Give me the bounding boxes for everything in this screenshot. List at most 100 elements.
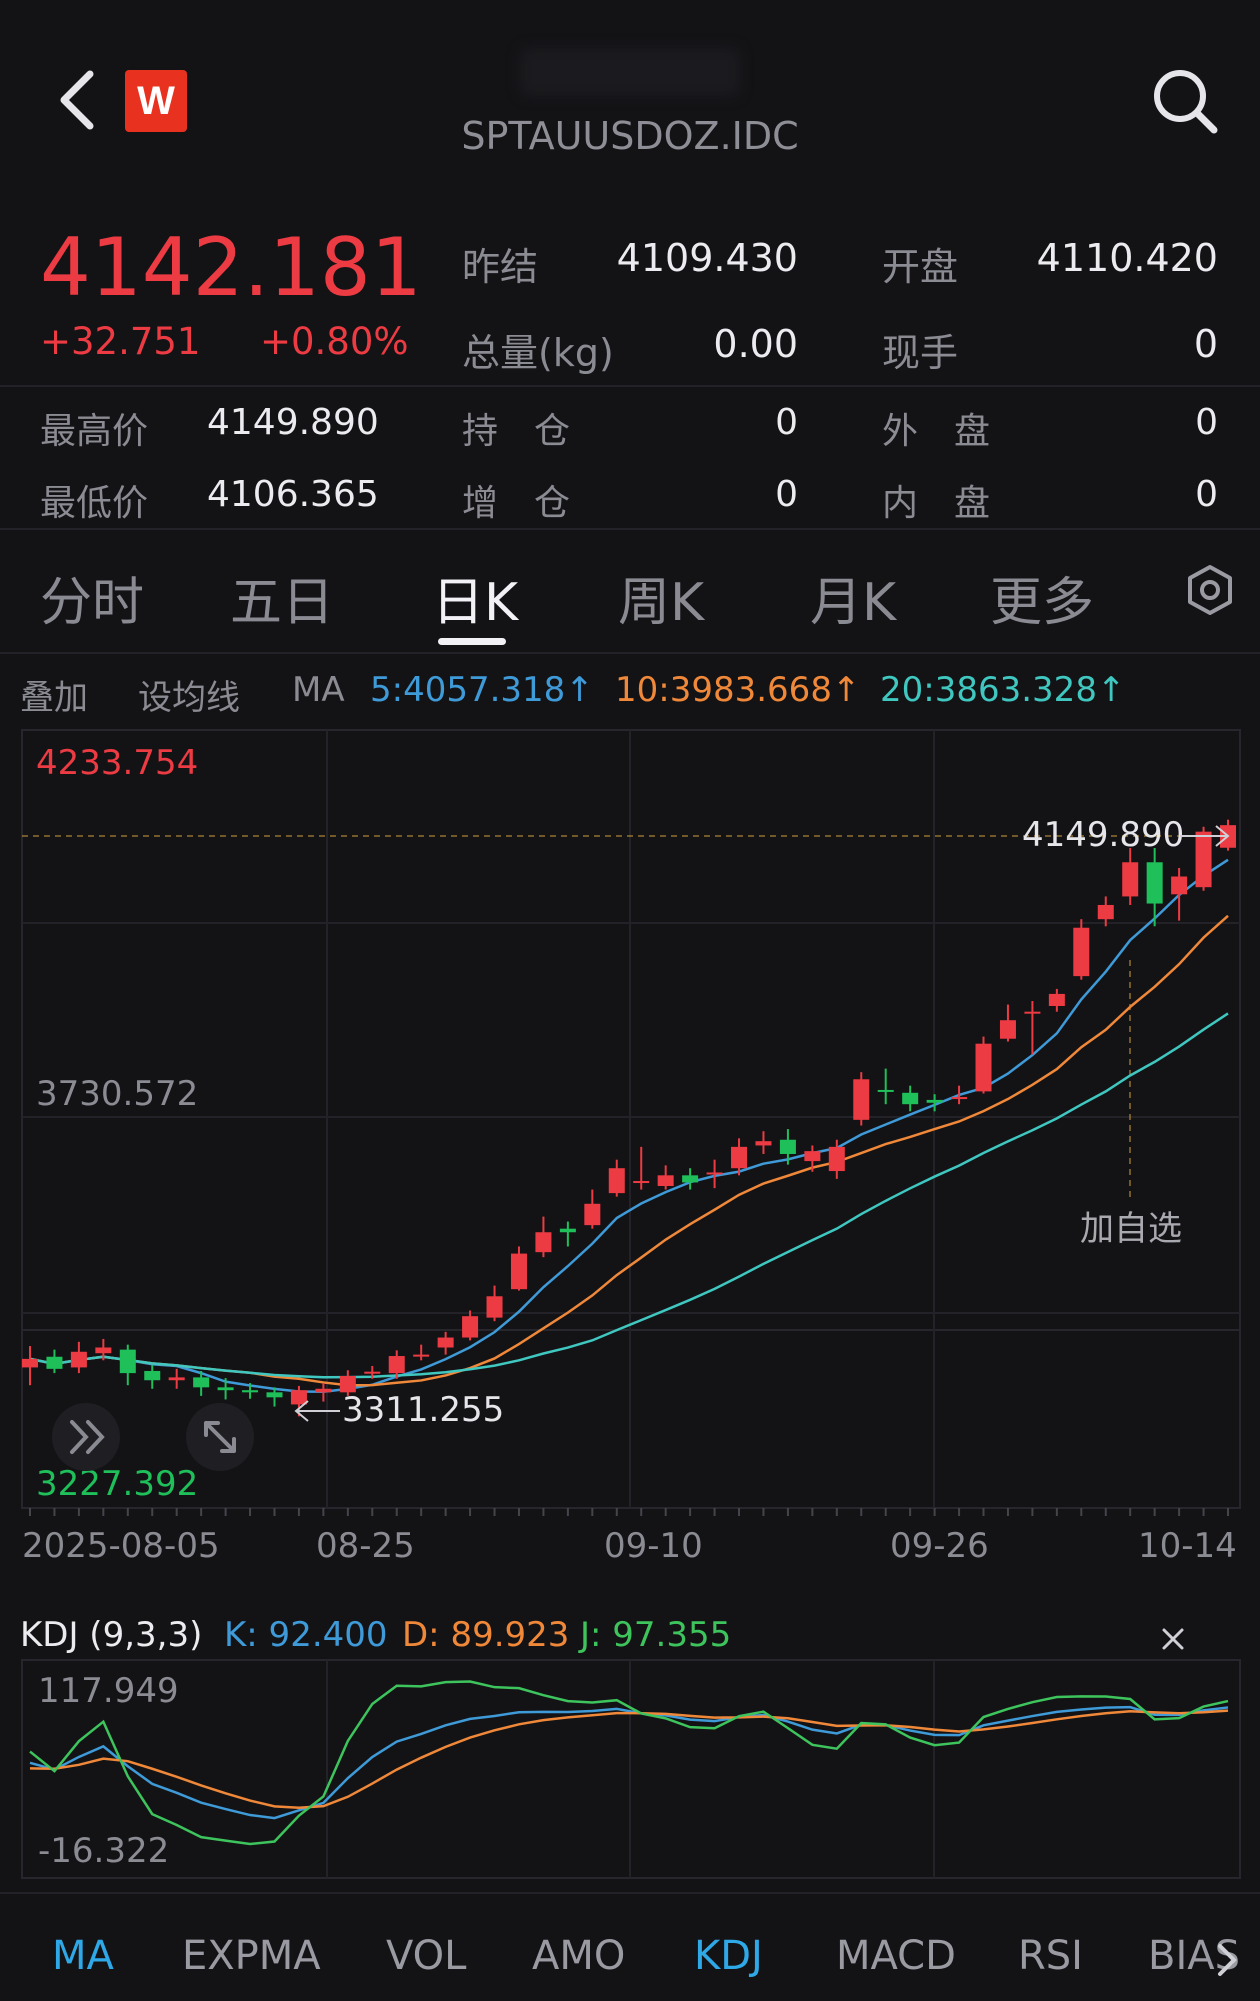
candle (95, 1338, 112, 1361)
indicator-rsi[interactable]: RSI (1018, 1933, 1083, 1979)
add-watch-label: 加自选 (1080, 1209, 1182, 1249)
candle (462, 1310, 479, 1341)
kdj-d-line (29, 1709, 1229, 1809)
kdj-d-value: D: 89.923 (402, 1615, 570, 1655)
divider (0, 1892, 1260, 1894)
candle (877, 1068, 894, 1105)
high-marker-label: 4149.890 (1022, 815, 1184, 855)
kdj-k-value: K: 92.400 (224, 1615, 388, 1655)
fast-forward-button[interactable] (52, 1403, 120, 1471)
candle (999, 1004, 1016, 1042)
kdj-k-line (29, 1705, 1229, 1820)
tab-monthly-k[interactable]: 月K (810, 573, 897, 633)
chart-bottom-price: 3227.392 (36, 1464, 198, 1504)
tab-daily-k[interactable]: 日K (432, 573, 519, 633)
indicator-expma[interactable]: EXPMA (182, 1933, 321, 1979)
candle (779, 1129, 796, 1165)
high-marker-arrow (1180, 825, 1230, 847)
date-label-5: 10-14 (1138, 1526, 1237, 1566)
candle (682, 1168, 699, 1190)
kdj-j-value: J: 97.355 (580, 1615, 732, 1655)
candle (804, 1145, 821, 1172)
current-hand-label: 现手 (882, 331, 959, 375)
candlestick-chart[interactable]: 4233.754 3730.572 3227.392 4149.890 3311… (0, 725, 1260, 1525)
low-value: 4106.365 (207, 474, 379, 515)
symbol-code: SPTAUUSDOZ.IDC (461, 114, 799, 158)
hexagon-settings-icon (1188, 565, 1232, 615)
chevron-left-icon (60, 70, 94, 130)
candle (1122, 848, 1139, 905)
oi-change-value: 0 (775, 474, 798, 515)
volume-label: 总量(kg) (462, 331, 614, 375)
ma-label: MA (292, 670, 345, 710)
candle (755, 1131, 772, 1154)
close-kdj-button[interactable] (1156, 1622, 1190, 1656)
chart-settings-button[interactable] (1186, 564, 1234, 616)
indicator-amo[interactable]: AMO (532, 1933, 626, 1979)
open-interest-value: 0 (775, 402, 798, 443)
oi-change-label: 增 仓 (462, 483, 571, 524)
candle (413, 1344, 430, 1361)
divider (0, 385, 1260, 387)
low-label: 最低价 (40, 483, 149, 524)
search-icon (1154, 70, 1218, 134)
open-interest-label: 持 仓 (462, 411, 571, 452)
date-label-3: 09-10 (604, 1526, 703, 1566)
tab-weekly-k[interactable]: 周K (618, 573, 705, 633)
candle (828, 1139, 845, 1179)
candle (853, 1072, 870, 1126)
chart-mid-price: 3730.572 (36, 1074, 198, 1114)
inner-disc-label: 内 盘 (882, 483, 991, 524)
candle (119, 1344, 136, 1386)
scroll-right-icon[interactable] (1214, 1940, 1240, 1980)
candle (731, 1138, 748, 1176)
price-change-pct: +0.80% (260, 320, 409, 363)
candle (926, 1094, 943, 1112)
overlay-button[interactable]: 叠加 (20, 678, 88, 718)
active-tab-indicator (438, 638, 506, 645)
high-value: 4149.890 (207, 402, 379, 443)
candle (657, 1165, 674, 1190)
outer-disc-value: 0 (1195, 402, 1218, 443)
prev-settle-label: 昨结 (462, 245, 539, 289)
candle (266, 1387, 283, 1407)
indicator-kdj[interactable]: KDJ (694, 1933, 763, 1979)
tab-intraday[interactable]: 分时 (40, 573, 145, 633)
indicator-ma[interactable]: MA (52, 1933, 114, 1979)
candle (339, 1370, 356, 1396)
brand-badge[interactable]: W (125, 70, 187, 132)
expand-button[interactable] (186, 1403, 254, 1471)
indicator-macd[interactable]: MACD (836, 1933, 956, 1979)
kdj-chart[interactable]: 117.949 -16.322 (0, 1655, 1260, 1885)
candle (1097, 896, 1114, 927)
candle (217, 1378, 234, 1400)
candle (535, 1216, 552, 1258)
chart-top-price: 4233.754 (36, 743, 198, 783)
indicator-vol[interactable]: VOL (386, 1933, 467, 1979)
candle (633, 1146, 650, 1190)
prev-settle-value: 4109.430 (616, 236, 798, 280)
tab-more[interactable]: 更多 (990, 573, 1095, 633)
candle (144, 1365, 161, 1389)
candle (608, 1159, 625, 1197)
candle (1171, 867, 1188, 921)
back-button[interactable] (52, 68, 102, 132)
candle (70, 1341, 87, 1374)
candle (902, 1085, 919, 1112)
ma5-value: 5:4057.318↑ (370, 670, 594, 710)
set-ma-button[interactable]: 设均线 (138, 678, 240, 718)
inner-disc-value: 0 (1195, 474, 1218, 515)
close-icon (1162, 1628, 1184, 1650)
candle (559, 1221, 576, 1247)
candle (364, 1366, 381, 1379)
ma10-value: 10:3983.668↑ (615, 670, 861, 710)
tab-five-day[interactable]: 五日 (230, 573, 335, 633)
candle (315, 1383, 332, 1402)
candle (510, 1246, 527, 1291)
kdj-bottom-label: -16.322 (38, 1831, 169, 1871)
price-change: +32.751 (40, 320, 201, 363)
open-value: 4110.420 (1036, 236, 1218, 280)
search-button[interactable] (1148, 64, 1222, 138)
candle (1195, 826, 1212, 891)
candle (1048, 988, 1065, 1012)
